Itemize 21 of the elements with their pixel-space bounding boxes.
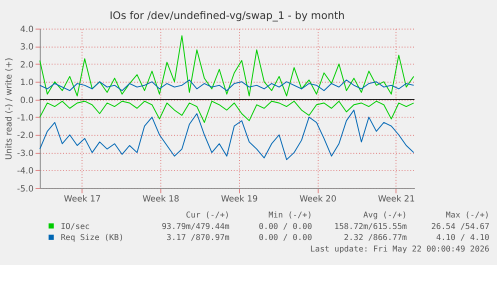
x-tick-label: Week 18 xyxy=(142,194,180,205)
line-series xyxy=(39,80,414,92)
y-tick-label: 2.0 xyxy=(20,60,34,70)
y-axis-title: Units read (-) / write (+) xyxy=(4,58,14,160)
y-tick-label: 0.0 xyxy=(20,96,34,106)
y-tick-label: -5.0 xyxy=(17,184,34,194)
x-tick-label: Week 19 xyxy=(220,194,258,205)
y-tick-label: 1.0 xyxy=(20,78,34,88)
y-tick-label: -3.0 xyxy=(17,148,34,159)
line-series xyxy=(39,100,414,123)
y-tick-label: 4.0 xyxy=(20,24,34,35)
y-tick-label: -2.0 xyxy=(17,131,34,142)
x-tick-label: Week 21 xyxy=(378,194,415,205)
x-tick-label: Week 20 xyxy=(299,194,336,205)
y-tick-label: -4.0 xyxy=(17,166,34,177)
line-series xyxy=(39,110,414,160)
line-series xyxy=(39,35,414,96)
y-tick-label: -1.0 xyxy=(17,113,34,124)
chart-title: IOs for /dev/undefined-vg/swap_1 - by month xyxy=(110,10,345,22)
x-tick-label: Week 17 xyxy=(64,194,101,205)
y-tick-label: 3.0 xyxy=(20,42,34,53)
